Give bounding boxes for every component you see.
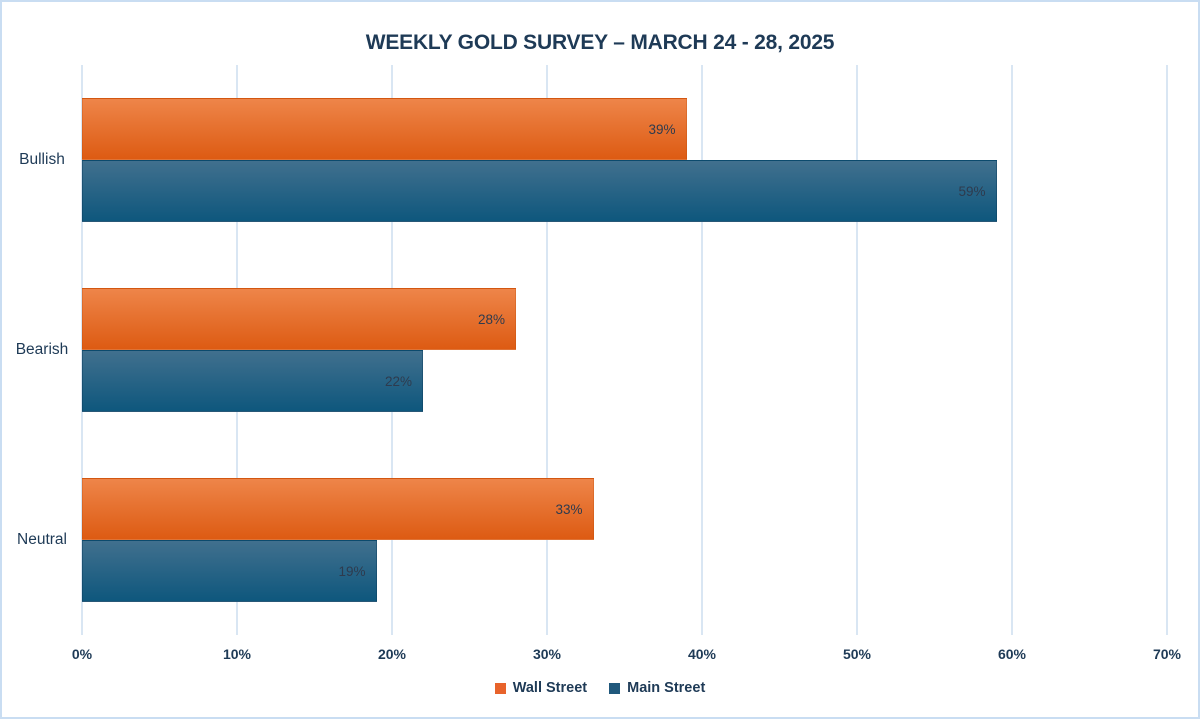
- category-label-bullish: Bullish: [19, 151, 65, 168]
- bar-wall-street-neutral: 33%: [82, 478, 594, 540]
- bar-wall-street-bearish: 28%: [82, 288, 516, 350]
- legend-swatch-wall-street: [494, 682, 506, 694]
- category-label-neutral: Neutral: [17, 531, 67, 548]
- gridline-60%: [1011, 65, 1013, 635]
- bar-main-street-bearish: 22%: [82, 350, 423, 412]
- value-axis: 0% 10% 20% 30% 40% 50% 60% 70%: [72, 646, 1181, 666]
- x-tick-label-60%: 60%: [997, 646, 1027, 662]
- legend: Wall Street Main Street: [2, 680, 1198, 696]
- legend-item-wall-street: Wall Street: [494, 680, 588, 696]
- data-label-main-street-neutral: 19%: [338, 563, 366, 579]
- x-tick-label-30%: 30%: [532, 646, 562, 662]
- category-label-bearish: Bearish: [15, 341, 69, 358]
- x-tick-label-20%: 20%: [377, 646, 407, 662]
- gridline-40%: [701, 65, 703, 635]
- data-label-wall-street-neutral: 33%: [555, 501, 583, 517]
- bar-main-street-bullish: 59%: [82, 160, 997, 222]
- data-label-wall-street-bearish: 28%: [477, 311, 505, 327]
- chart-title: WEEKLY GOLD SURVEY – MARCH 24 - 28, 2025: [365, 31, 835, 54]
- legend-label-wall-street: Wall Street: [512, 680, 588, 696]
- legend-swatch-main-street: [609, 682, 621, 694]
- gridline-50%: [856, 65, 858, 635]
- gridline-30%: [546, 65, 548, 635]
- x-tick-label-10%: 10%: [222, 646, 252, 662]
- data-label-main-street-bullish: 59%: [958, 183, 986, 199]
- x-tick-label-40%: 40%: [687, 646, 717, 662]
- x-tick-label-50%: 50%: [842, 646, 872, 662]
- bar-wall-street-bullish: 39%: [82, 98, 687, 160]
- data-label-main-street-bearish: 22%: [384, 373, 412, 389]
- plot-area: 39% 59% 28% 22% 33% 19%: [81, 65, 1168, 635]
- legend-item-main-street: Main Street: [609, 680, 705, 696]
- data-label-wall-street-bullish: 39%: [648, 121, 676, 137]
- bar-main-street-neutral: 19%: [82, 540, 377, 602]
- x-tick-label-0%: 0%: [71, 646, 93, 662]
- legend-label-main-street: Main Street: [627, 680, 706, 696]
- x-tick-label-70%: 70%: [1152, 646, 1182, 662]
- category-axis: Bullish Bearish Neutral: [2, 65, 82, 635]
- gridline-70%: [1166, 65, 1168, 635]
